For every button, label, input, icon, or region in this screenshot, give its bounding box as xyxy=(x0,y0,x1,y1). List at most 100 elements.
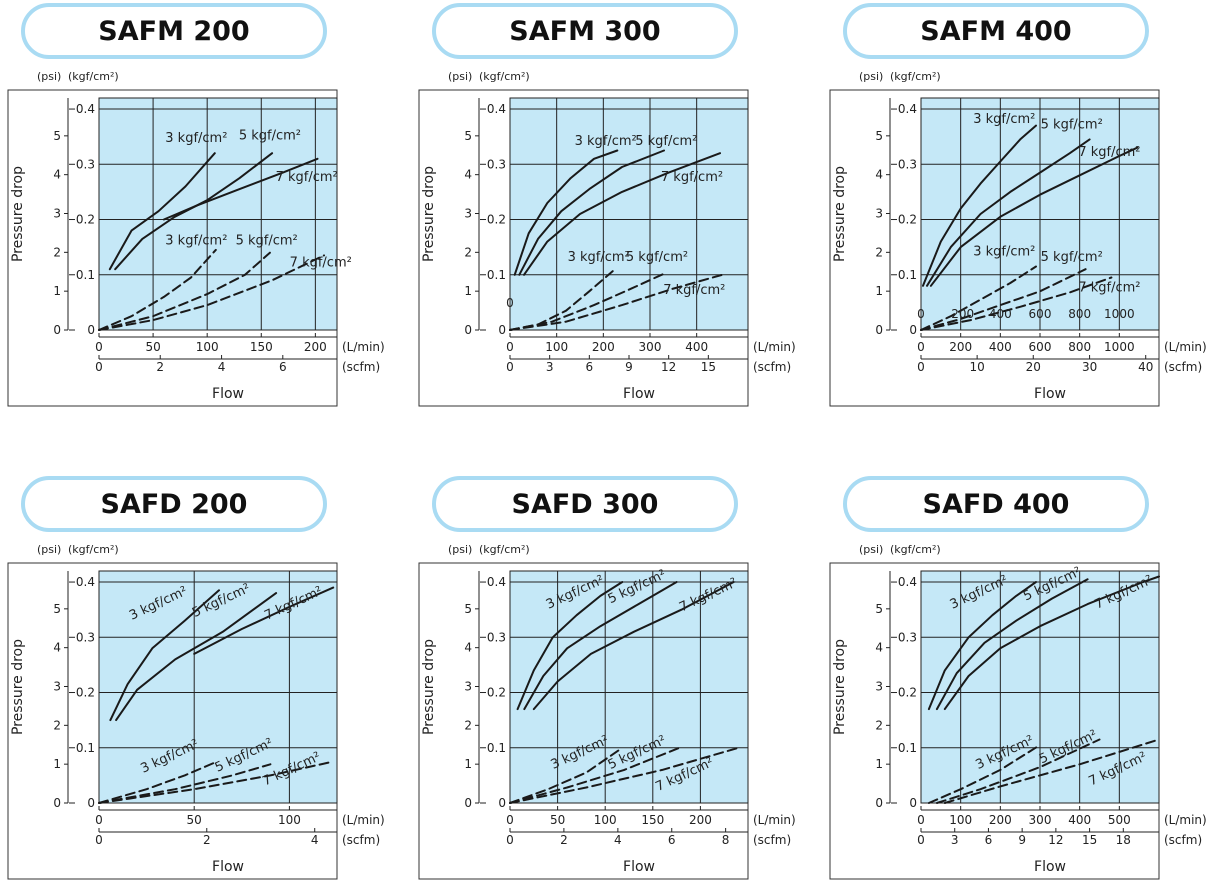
y2-tick-label: 0 xyxy=(875,796,883,810)
y-tick-label: 0.1 xyxy=(487,268,506,282)
x-axis-title: Flow xyxy=(212,859,244,875)
stray-label: 600 xyxy=(1029,307,1052,321)
series-line-dashed xyxy=(509,746,740,804)
y-tick-label: 0 xyxy=(87,323,95,337)
curve-label: 7 kgf/cm² xyxy=(661,170,723,185)
x-tick-label: 500 xyxy=(1108,813,1131,827)
x-tick-label: 0 xyxy=(917,813,925,827)
curve-label: 5 kgf/cm² xyxy=(236,233,298,248)
x2-tick-label: 3 xyxy=(951,833,959,847)
plot-area xyxy=(510,98,748,330)
series-line-dashed xyxy=(98,254,325,331)
x-tick-label: 50 xyxy=(187,813,202,827)
chart-panel-safm-200: SAFM 200 (psi) (kgf/cm²) 0 0.1 0.2 0.3 0.4 0 1 2 3 4… xyxy=(0,0,400,410)
y2-tick-label: 1 xyxy=(875,757,883,771)
x-axis-title: Flow xyxy=(623,859,655,875)
y-tick-label: 0.2 xyxy=(898,213,917,227)
y-tick-label: 0 xyxy=(909,796,917,810)
series-line-dashed xyxy=(935,738,1101,804)
chart-panel-safd-300: SAFD 300 (psi) (kgf/cm²) 0 0.1 0.2 0.3 0.4 0 1 2 3 4… xyxy=(411,473,811,883)
x2-tick-label: 4 xyxy=(614,833,622,847)
x-tick-label: 200 xyxy=(592,340,615,354)
x2-tick-label: 8 xyxy=(722,833,730,847)
series-line-solid xyxy=(513,149,619,276)
y2-tick-label: 5 xyxy=(464,602,472,616)
curve-label: 7 kgf/cm² xyxy=(663,283,725,298)
series-line-dashed xyxy=(920,276,1113,331)
y-axis-title: Pressure drop xyxy=(10,639,26,735)
curve-label: 7 kgf/cm² xyxy=(290,255,352,270)
x-axis-title: Flow xyxy=(1034,859,1066,875)
y2-tick-label: 1 xyxy=(53,284,61,298)
series-line-solid xyxy=(518,149,665,276)
curve-label: 3 kgf/cm² xyxy=(165,131,227,146)
x-tick-label: 0 xyxy=(506,813,514,827)
x2-tick-label: 4 xyxy=(218,360,226,374)
chart-title: SAFM 200 xyxy=(21,3,327,59)
y-unit-psi: (psi) xyxy=(37,543,61,556)
y2-tick-label: 2 xyxy=(464,245,472,259)
x2-tick-label: 0 xyxy=(95,360,103,374)
x-tick-label: 100 xyxy=(545,340,568,354)
y-tick-label: 0.1 xyxy=(76,268,95,282)
y2-tick-label: 0 xyxy=(53,796,61,810)
series-line-solid xyxy=(516,581,624,711)
y2-tick-label: 5 xyxy=(875,602,883,616)
series-line-dashed xyxy=(98,248,217,331)
y-axis-title: Pressure drop xyxy=(832,166,848,262)
x-unit-lmin: (L/min) xyxy=(753,813,796,827)
chart-title: SAFD 200 xyxy=(21,476,327,532)
curve-label: 3 kgf/cm² xyxy=(575,134,637,149)
x-axis-title: Flow xyxy=(212,386,244,402)
y-unit-kgf: (kgf/cm²) xyxy=(479,70,530,83)
series-line-dashed xyxy=(943,738,1160,804)
plot-area xyxy=(99,98,337,330)
chart-svg: (psi) (kgf/cm²)00.10.20.30.4012345Pressur… xyxy=(418,70,796,407)
x-unit-scfm: (scfm) xyxy=(753,360,791,374)
y2-tick-label: 2 xyxy=(875,718,883,732)
y-tick-label: 0 xyxy=(498,323,506,337)
y2-tick-label: 5 xyxy=(875,129,883,143)
curve-label: 7 kgf/cm² xyxy=(276,170,338,185)
y2-tick-label: 2 xyxy=(53,718,61,732)
y2-tick-label: 3 xyxy=(875,680,883,694)
y-unit-psi: (psi) xyxy=(859,543,883,556)
x-tick-label: 600 xyxy=(1029,340,1052,354)
y-tick-label: 0.1 xyxy=(487,741,506,755)
x-unit-scfm: (scfm) xyxy=(753,833,791,847)
series-line-dashed xyxy=(927,744,1041,804)
x-unit-lmin: (L/min) xyxy=(753,340,796,354)
x-tick-label: 200 xyxy=(949,340,972,354)
stray-label: 400 xyxy=(989,307,1012,321)
stray-label: 200 xyxy=(951,307,974,321)
series-line-solid xyxy=(193,586,335,655)
series-line-dashed xyxy=(920,268,1087,331)
x2-tick-label: 10 xyxy=(969,360,984,374)
chart-svg: (psi) (kgf/cm²)00.10.20.30.4012345Pressur… xyxy=(7,70,385,407)
series-line-dashed xyxy=(509,746,624,804)
x2-tick-label: 3 xyxy=(546,360,554,374)
y2-tick-label: 3 xyxy=(464,680,472,694)
x2-tick-label: 30 xyxy=(1082,360,1097,374)
curve-label: 3 kgf/cm² xyxy=(568,250,630,265)
y-tick-label: 0.1 xyxy=(898,268,917,282)
x-tick-label: 200 xyxy=(989,813,1012,827)
x-unit-scfm: (scfm) xyxy=(1164,833,1202,847)
x-axis-title: Flow xyxy=(1034,386,1066,402)
series-line-dashed xyxy=(98,251,271,331)
x2-tick-label: 18 xyxy=(1116,833,1131,847)
series-line-solid xyxy=(523,581,678,711)
x-tick-label: 0 xyxy=(95,813,103,827)
y-tick-label: 0.1 xyxy=(898,741,917,755)
y-tick-label: 0.2 xyxy=(487,686,506,700)
x2-tick-label: 9 xyxy=(1018,833,1026,847)
y2-tick-label: 5 xyxy=(464,129,472,143)
series-line-solid xyxy=(109,589,220,722)
x2-tick-label: 12 xyxy=(661,360,676,374)
x2-tick-label: 12 xyxy=(1048,833,1063,847)
y-tick-label: 0.4 xyxy=(487,575,506,589)
y2-tick-label: 2 xyxy=(875,245,883,259)
y-tick-label: 0.4 xyxy=(76,575,95,589)
curve-label: 3 kgf/cm² xyxy=(165,233,227,248)
series-line-solid xyxy=(162,157,319,221)
